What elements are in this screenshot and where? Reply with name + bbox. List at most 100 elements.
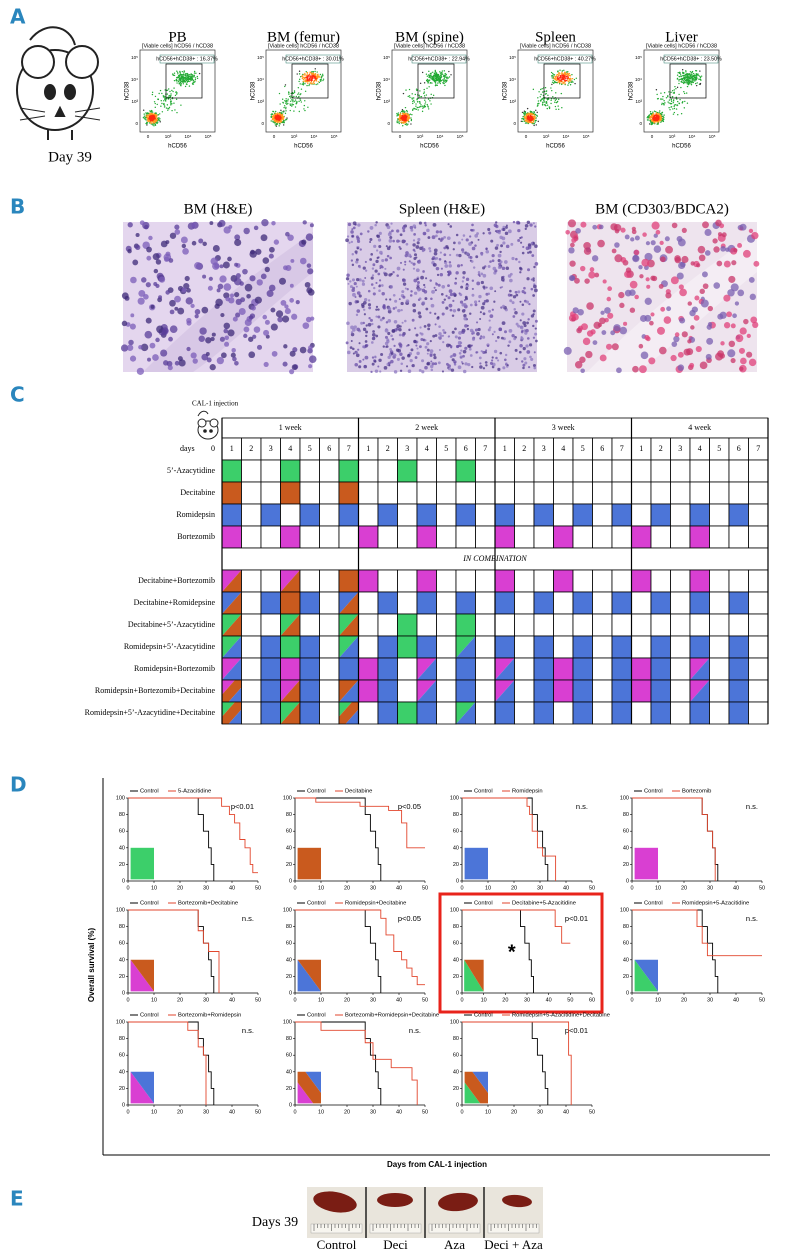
flow-dot [282,99,283,100]
flow-dot [287,99,288,100]
row-label: Bortezomib [177,532,215,541]
cell-nucleus [177,308,184,315]
cell-nucleus [182,244,186,248]
cell-nucleus [479,338,481,340]
schedule-cell [300,526,320,548]
cell-nucleus [717,350,724,357]
y-tick-label: 0 [289,990,292,996]
cell-nucleus [389,298,391,300]
flow-dot [157,118,158,119]
flow-dot [169,91,170,92]
cell-nucleus [495,246,498,249]
cell-nucleus [357,247,359,249]
cell-nucleus [228,225,232,229]
schedule-cell [359,614,379,636]
cell-nucleus [706,338,713,345]
flow-dot [695,83,696,84]
x-tick-label: 20 [177,997,183,1003]
flow-dot [570,78,571,79]
flow-x-tick: 10⁵ [457,134,464,139]
cell-nucleus [373,287,375,289]
cell-nucleus [471,294,474,297]
cell-nucleus [234,278,242,286]
cell-nucleus [214,304,219,309]
cell-nucleus [191,223,196,228]
schedule-cell [534,504,554,526]
cell-nucleus [391,229,394,232]
cell-nucleus [507,344,509,346]
p-value: n.s. [576,802,588,811]
cell-nucleus [414,327,416,329]
cell-nucleus [362,280,365,283]
cell-nucleus [634,295,639,300]
flow-dot [168,108,169,109]
flow-dot [314,71,315,72]
cell-nucleus [389,239,393,243]
cell-nucleus [521,331,524,334]
flow-dot [286,117,287,118]
flow-dot [678,79,679,80]
inset-square [131,960,154,992]
flow-dot [400,120,401,121]
flow-dot [189,81,190,82]
row-label: Decitabine+Bortezomib [138,576,215,585]
flow-dot [159,113,160,114]
schedule-cell [749,592,769,614]
cell-nucleus [243,228,249,234]
cell-nucleus [377,273,380,276]
schedule-cell [437,680,457,702]
flow-dot [558,82,559,83]
flow-dot [293,104,294,105]
schedule-cell [593,570,613,592]
day-number: 4 [288,444,292,453]
legend-label: Romidepsin+Decitabine [345,901,406,907]
flow-dot [285,113,286,114]
cell-nucleus [359,360,362,363]
flow-dot [152,94,153,95]
cell-nucleus [355,351,358,354]
cell-nucleus [351,259,353,261]
flow-dot [176,70,177,71]
flow-dot [278,118,279,119]
schedule-cell [749,702,769,724]
cell-nucleus [580,222,586,228]
schedule-cell [437,636,457,658]
flow-dot [424,100,425,101]
cell-nucleus [723,295,730,302]
cell-nucleus [423,284,425,286]
flow-dot [404,118,405,119]
legend-label: Control [307,901,326,907]
flow-dot [146,113,147,114]
flow-dot [308,81,309,82]
x-tick-label: 10 [655,997,661,1003]
y-tick-label: 100 [116,795,125,801]
schedule-cell [632,526,652,548]
survival-curve [632,910,762,956]
y-tick-label: 20 [286,862,292,868]
inset-square [298,848,321,880]
cell-nucleus [747,334,751,338]
cell-nucleus [401,356,404,359]
cell-nucleus [364,277,366,279]
cell-nucleus [671,276,679,284]
schedule-cell [476,636,496,658]
cell-nucleus [472,288,474,290]
cell-nucleus [289,369,294,374]
cell-nucleus [521,360,523,362]
cell-nucleus [670,355,676,361]
cell-nucleus [495,357,498,360]
flow-dot [540,96,541,97]
flow-x-label: hCD56 [420,144,439,150]
schedule-cell [281,592,301,614]
flow-dot [552,96,553,97]
schedule-cell [300,482,320,504]
row-label: Decitabine+5’-Azacytidine [128,620,216,629]
schedule-cell [456,570,476,592]
image-title: BM (CD303/BDCA2) [595,201,729,217]
flow-dot [193,80,194,81]
cell-nucleus [370,319,373,322]
y-tick-label: 60 [453,941,459,947]
y-tick-label: 20 [453,974,459,980]
cell-nucleus [476,321,478,323]
cell-nucleus [224,335,229,340]
